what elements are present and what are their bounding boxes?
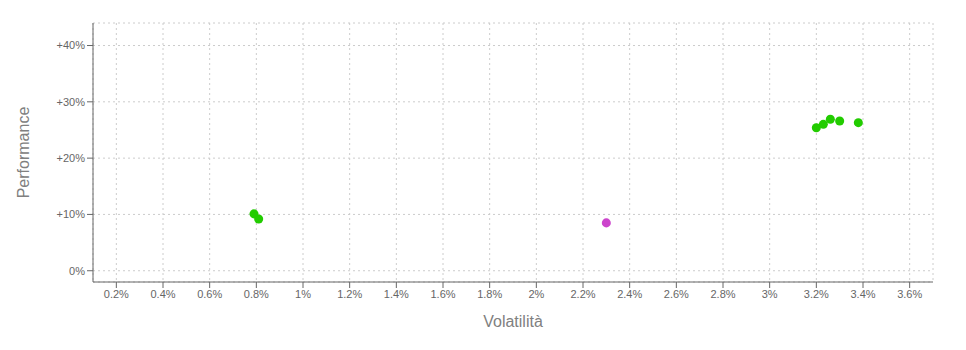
- svg-text:0.6%: 0.6%: [197, 288, 222, 300]
- svg-text:3.2%: 3.2%: [804, 288, 829, 300]
- svg-text:+20%: +20%: [57, 152, 86, 164]
- svg-text:0.8%: 0.8%: [244, 288, 269, 300]
- svg-text:+30%: +30%: [57, 96, 86, 108]
- svg-text:+10%: +10%: [57, 208, 86, 220]
- svg-text:1%: 1%: [295, 288, 311, 300]
- svg-text:Volatilità: Volatilità: [483, 313, 543, 330]
- svg-text:+40%: +40%: [57, 39, 86, 51]
- svg-text:2.8%: 2.8%: [710, 288, 735, 300]
- svg-text:2.4%: 2.4%: [617, 288, 642, 300]
- svg-text:2.6%: 2.6%: [664, 288, 689, 300]
- svg-text:0.2%: 0.2%: [104, 288, 129, 300]
- svg-text:1.6%: 1.6%: [430, 288, 455, 300]
- svg-text:3.6%: 3.6%: [897, 288, 922, 300]
- svg-text:0.4%: 0.4%: [150, 288, 175, 300]
- svg-text:0%: 0%: [69, 265, 85, 277]
- svg-text:2.2%: 2.2%: [570, 288, 595, 300]
- svg-text:1.4%: 1.4%: [384, 288, 409, 300]
- svg-text:3.4%: 3.4%: [850, 288, 875, 300]
- svg-text:2%: 2%: [528, 288, 544, 300]
- svg-text:1.2%: 1.2%: [337, 288, 362, 300]
- svg-text:3%: 3%: [762, 288, 778, 300]
- svg-text:Performance: Performance: [15, 107, 32, 199]
- svg-text:1.8%: 1.8%: [477, 288, 502, 300]
